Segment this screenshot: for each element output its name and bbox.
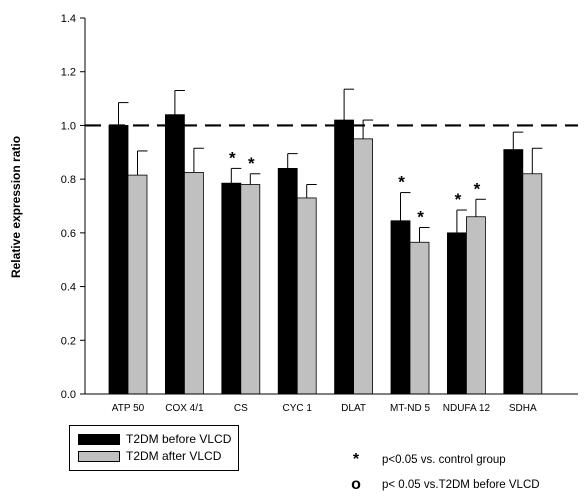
bars-layer: o o* *****	[108, 88, 543, 395]
x-axis: ATP 50 COX 4/1 CS CYC 1 DLAT MT-ND 5 NDUFA 12 S…	[85, 393, 578, 414]
x-tick-label: COX 4/1	[165, 403, 204, 414]
bar	[522, 173, 543, 395]
bar-group	[277, 153, 317, 395]
y-axis-label: Relative expression ratio	[9, 136, 23, 278]
bar	[446, 232, 467, 395]
bar	[465, 216, 486, 395]
x-tick-label: MT-ND 5	[390, 403, 430, 414]
bar	[240, 184, 261, 395]
x-tick-label: DLAT	[341, 403, 366, 414]
y-tick-label: 1.0	[61, 120, 76, 132]
note-text: p< 0.05 vs.T2DM before VLCD	[382, 479, 540, 491]
significance-asterisk: *	[248, 154, 255, 173]
x-tick-label: SDHA	[509, 403, 537, 414]
bar	[334, 119, 355, 395]
y-axis: 0.0 0.2 0.4 0.6 0.8 1.0 1.2 1.4	[61, 13, 86, 401]
significance-asterisk: *	[229, 148, 236, 167]
significance-asterisk: *	[398, 173, 405, 192]
significance-circle: o	[176, 132, 184, 147]
bar	[296, 197, 317, 395]
legend-label-after: T2DM after VLCD	[126, 449, 222, 463]
note-circle: o p< 0.05 vs.T2DM before VLCD	[346, 476, 540, 494]
bar	[390, 220, 411, 395]
y-tick-label: 0.0	[61, 389, 76, 401]
significance-asterisk: *	[455, 190, 462, 209]
bar-group	[503, 131, 543, 395]
y-tick-label: 0.4	[61, 282, 76, 294]
bar-group: o	[164, 90, 204, 395]
significance-asterisk: *	[417, 207, 424, 226]
y-tick-label: 1.4	[61, 13, 76, 25]
x-tick-label: CYC 1	[282, 403, 312, 414]
bar	[409, 241, 430, 395]
x-tick-label: ATP 50	[112, 403, 145, 414]
bar-chart: 0.00.20.40.60.81.01.21.4 o o* ***** ATP 50…	[9, 13, 578, 414]
note-asterisk: * p<0.05 vs. control group	[346, 451, 506, 469]
legend-label-before: T2DM before VLCD	[126, 432, 232, 446]
y-tick-label: 0.6	[61, 228, 76, 240]
legend: T2DM before VLCD T2DM after VLCD	[69, 425, 239, 471]
bar	[183, 172, 204, 395]
bar-group	[334, 88, 374, 395]
bar	[277, 167, 298, 395]
bar	[108, 125, 129, 395]
significance-circle: o	[120, 132, 128, 147]
legend-item-after: T2DM after VLCD	[78, 448, 221, 464]
bar	[127, 174, 148, 395]
significance-asterisk: *	[474, 179, 481, 198]
note-symbol: *	[352, 451, 360, 468]
bar	[164, 114, 185, 395]
bar-group: **	[390, 173, 430, 395]
bar	[221, 182, 242, 395]
note-text: p<0.05 vs. control group	[382, 454, 506, 466]
bar	[353, 138, 374, 395]
x-tick-label: CS	[234, 403, 248, 414]
y-tick-label: 1.2	[61, 67, 76, 79]
bar-group: **	[446, 179, 486, 395]
legend-swatch-before	[78, 433, 120, 445]
legend-swatch-after	[78, 450, 120, 462]
bar-group: o	[108, 102, 148, 395]
x-tick-label: NDUFA 12	[443, 403, 491, 414]
bar-group: **	[221, 148, 261, 395]
note-symbol: o	[351, 476, 361, 493]
y-tick-label: 0.8	[61, 174, 76, 186]
bar	[503, 149, 524, 395]
y-tick-label: 0.2	[61, 335, 76, 347]
legend-item-before: T2DM before VLCD	[78, 431, 231, 447]
